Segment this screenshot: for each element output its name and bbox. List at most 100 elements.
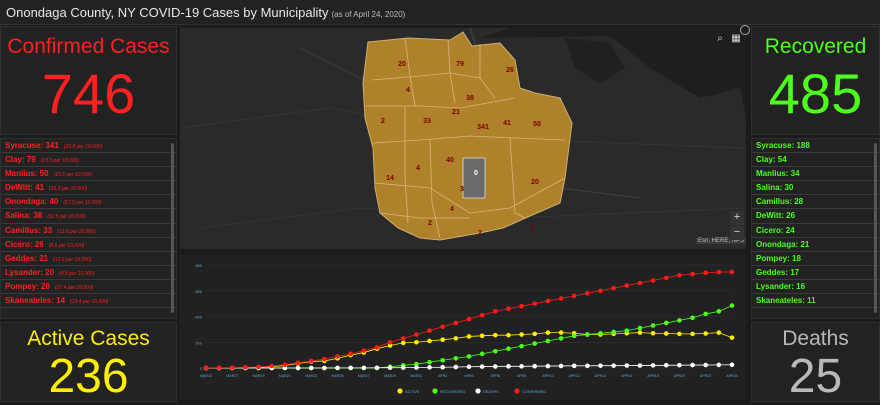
data-point-confirmed[interactable] — [322, 356, 327, 362]
data-point-deaths[interactable] — [361, 365, 367, 371]
scrollbar[interactable] — [874, 143, 877, 313]
data-point-active[interactable] — [414, 339, 419, 345]
recovered-by-municipality-list[interactable]: Syracuse: 188 Clay: 54 Manlius: 34 Salina: … — [751, 138, 880, 319]
data-point-recovered[interactable] — [716, 309, 722, 314]
data-point-recovered[interactable] — [690, 315, 695, 321]
data-point-confirmed[interactable] — [571, 293, 577, 299]
data-point-confirmed[interactable] — [203, 365, 209, 371]
list-item[interactable]: Geddes: 21 (12.6 per 10,000) — [1, 252, 176, 266]
data-point-confirmed[interactable] — [532, 301, 538, 306]
search-icon[interactable]: ⌕ — [717, 33, 723, 44]
data-point-deaths[interactable] — [414, 365, 419, 370]
data-point-deaths[interactable] — [729, 362, 735, 368]
data-point-recovered[interactable] — [440, 357, 446, 363]
data-point-active[interactable] — [440, 337, 446, 342]
data-point-confirmed[interactable] — [243, 365, 248, 370]
list-item[interactable]: Onondaga: 40 (17.5 per 10,000) — [1, 195, 176, 210]
data-point-deaths[interactable] — [519, 364, 524, 369]
legend-label[interactable]: DEATHS — [483, 389, 499, 394]
data-point-active[interactable] — [545, 330, 551, 335]
list-item[interactable]: Camillus: 33 (13.6 per 10,000) — [1, 224, 176, 238]
data-point-recovered[interactable] — [611, 329, 616, 335]
data-point-active[interactable] — [677, 331, 682, 337]
data-point-confirmed[interactable] — [427, 328, 432, 333]
data-point-recovered[interactable] — [466, 354, 472, 359]
data-point-deaths[interactable] — [650, 363, 656, 368]
data-point-recovered[interactable] — [650, 323, 656, 328]
list-item[interactable]: Manlius: 34 — [752, 167, 879, 182]
list-item[interactable]: Skaneateles: 14 (19.4 per 10,000) — [1, 294, 176, 309]
data-point-recovered[interactable] — [729, 303, 735, 308]
data-point-active[interactable] — [387, 343, 393, 348]
data-point-active[interactable] — [519, 332, 524, 337]
data-point-confirmed[interactable] — [716, 269, 722, 275]
data-point-deaths[interactable] — [703, 362, 708, 368]
data-point-recovered[interactable] — [427, 359, 432, 365]
data-point-deaths[interactable] — [308, 365, 314, 371]
data-point-active[interactable] — [479, 333, 485, 339]
list-item[interactable]: Salina: 38 (11.5 per 10,000) — [1, 209, 176, 224]
data-point-active[interactable] — [703, 331, 708, 336]
data-point-confirmed[interactable] — [519, 303, 524, 309]
data-point-confirmed[interactable] — [598, 288, 603, 294]
data-point-active[interactable] — [663, 331, 669, 336]
data-point-recovered[interactable] — [414, 361, 419, 367]
data-point-active[interactable] — [453, 336, 459, 341]
municipality-map[interactable]: 20 79 26 4 38 21 2 33 341 41 50 40 4 14 0 3 20 4 2 2 2 ⌕ ▦ E… — [180, 28, 746, 249]
data-point-active[interactable] — [506, 332, 511, 338]
basemap-gallery-icon[interactable]: ▦ — [731, 33, 741, 44]
data-point-confirmed[interactable] — [400, 336, 406, 341]
data-point-deaths[interactable] — [716, 362, 722, 368]
data-point-active[interactable] — [493, 332, 498, 338]
map-expand-icon[interactable] — [740, 25, 750, 35]
data-point-confirmed[interactable] — [308, 358, 314, 364]
list-item[interactable]: Cicero: 26 (8.6 per 10,000) — [1, 238, 176, 252]
data-point-confirmed[interactable] — [703, 270, 708, 276]
data-point-deaths[interactable] — [585, 363, 590, 369]
data-point-confirmed[interactable] — [677, 273, 682, 278]
data-point-deaths[interactable] — [374, 365, 380, 371]
data-point-confirmed[interactable] — [729, 269, 735, 275]
data-point-deaths[interactable] — [690, 362, 695, 368]
data-point-confirmed[interactable] — [335, 354, 340, 359]
list-item[interactable]: Pompey: 18 — [752, 252, 879, 266]
data-point-deaths[interactable] — [295, 365, 301, 371]
data-point-recovered[interactable] — [545, 338, 551, 344]
data-point-active[interactable] — [716, 330, 722, 335]
data-point-deaths[interactable] — [493, 364, 498, 369]
data-point-deaths[interactable] — [571, 363, 577, 369]
legend-label[interactable]: ACTIVE — [405, 389, 420, 394]
data-point-active[interactable] — [729, 335, 735, 340]
zoom-out-button[interactable]: − — [730, 226, 744, 240]
data-point-confirmed[interactable] — [453, 320, 459, 326]
map-canvas[interactable]: 20 79 26 4 38 21 2 33 341 41 50 40 4 14 0 3 20 4 2 2 2 — [180, 28, 746, 249]
list-item[interactable]: Camillus: 28 — [752, 195, 879, 210]
list-item[interactable]: Clay: 79 (13.3 per 10,000) — [1, 153, 176, 168]
data-point-deaths[interactable] — [322, 365, 327, 371]
confirmed-by-municipality-list[interactable]: Syracuse: 341 (23.8 per 10,000) Clay: 79 (1… — [0, 138, 177, 319]
data-point-recovered[interactable] — [532, 341, 538, 346]
list-item[interactable]: Lysander: 20 (8.8 per 10,000) — [1, 266, 176, 280]
list-item[interactable]: DeWitt: 26 — [752, 209, 879, 224]
list-item[interactable]: Pompey: 20 (27.4 per 10,000) — [1, 280, 176, 295]
list-item[interactable]: DeWitt: 41 (16.3 per 10,000) — [1, 181, 176, 196]
data-point-recovered[interactable] — [663, 320, 669, 326]
data-point-deaths[interactable] — [479, 364, 485, 369]
data-point-confirmed[interactable] — [361, 348, 367, 353]
data-point-active[interactable] — [466, 334, 472, 339]
data-point-confirmed[interactable] — [663, 275, 669, 281]
data-point-active[interactable] — [558, 330, 564, 335]
data-point-recovered[interactable] — [558, 336, 564, 341]
data-point-deaths[interactable] — [624, 363, 630, 368]
data-point-active[interactable] — [427, 338, 432, 344]
data-point-confirmed[interactable] — [216, 365, 222, 371]
data-point-confirmed[interactable] — [466, 316, 472, 322]
data-point-deaths[interactable] — [427, 365, 432, 370]
data-point-recovered[interactable] — [677, 318, 682, 323]
data-point-recovered[interactable] — [585, 332, 590, 337]
data-point-deaths[interactable] — [558, 363, 564, 369]
data-point-confirmed[interactable] — [374, 345, 380, 350]
list-item[interactable]: Lysander: 16 — [752, 280, 879, 295]
data-point-recovered[interactable] — [624, 328, 630, 333]
data-point-recovered[interactable] — [493, 348, 498, 354]
